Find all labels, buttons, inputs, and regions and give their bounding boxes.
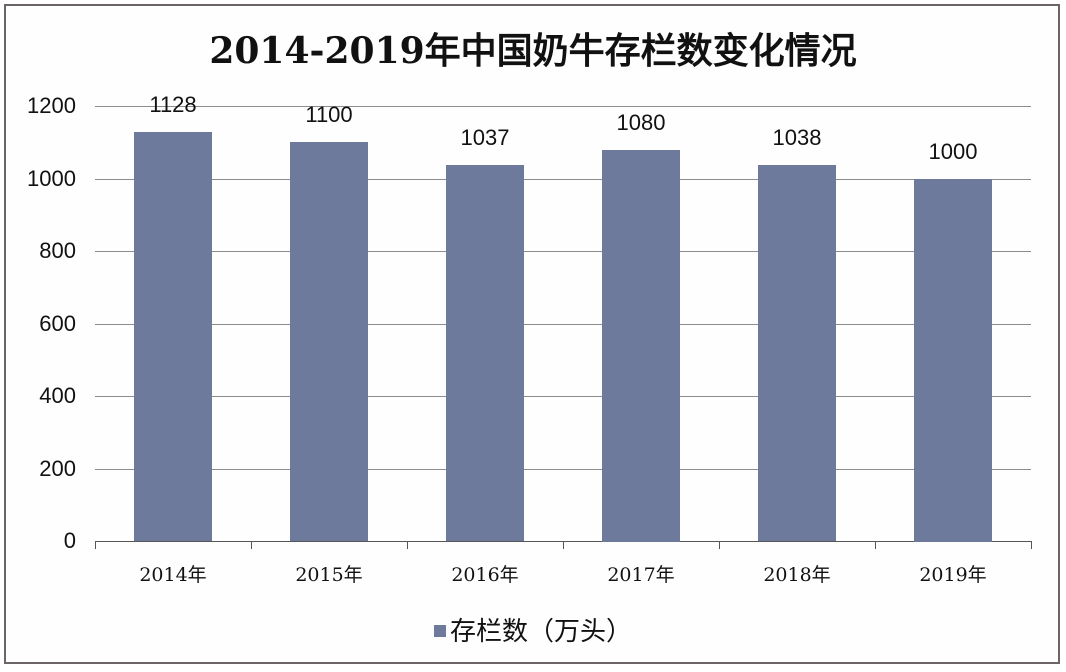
gridline: [95, 106, 1031, 107]
y-tick-label: 800: [39, 238, 76, 263]
x-tick-label: 2018年: [763, 564, 831, 586]
bar: [602, 150, 680, 542]
x-tick-mark: [875, 541, 876, 549]
bar: [758, 165, 836, 541]
data-label: 1037: [460, 125, 510, 150]
y-tick-label: 400: [39, 383, 76, 408]
x-tick-mark: [407, 541, 408, 549]
gridline: [95, 324, 1031, 325]
gridline: [95, 469, 1031, 470]
x-tick-mark: [1031, 541, 1032, 549]
x-tick-mark: [563, 541, 564, 549]
y-tick-label: 600: [39, 311, 76, 336]
x-tick-label: 2014年: [139, 564, 207, 586]
gridline: [95, 396, 1031, 397]
legend-label: 存栏数（万头）: [449, 616, 632, 646]
gridline: [95, 251, 1031, 252]
x-tick-mark: [719, 541, 720, 549]
bar: [446, 165, 524, 541]
data-label: 1000: [928, 139, 978, 164]
y-tick-label: 1200: [27, 93, 76, 118]
data-label: 1128: [149, 92, 197, 117]
x-tick-mark: [251, 541, 252, 549]
chart-title: 2014-2019年中国奶牛存栏数变化情况: [209, 30, 857, 72]
y-tick-label: 1000: [27, 166, 76, 191]
x-tick-label: 2015年: [295, 564, 363, 586]
data-label: 1038: [772, 125, 822, 150]
gridline: [95, 179, 1031, 180]
x-tick-label: 2019年: [919, 564, 987, 586]
data-label: 1080: [616, 110, 666, 135]
bar: [290, 142, 368, 541]
y-tick-label: 200: [39, 456, 76, 481]
x-tick-label: 2016年: [451, 564, 519, 586]
legend-swatch-icon: [433, 625, 446, 638]
bar: [134, 132, 212, 541]
y-tick-label: 0: [63, 528, 76, 553]
bar: [914, 179, 992, 542]
x-tick-label: 2017年: [607, 564, 675, 586]
legend: 存栏数（万头）: [0, 611, 1066, 648]
x-tick-mark: [95, 541, 96, 549]
data-label: 1100: [305, 102, 353, 127]
